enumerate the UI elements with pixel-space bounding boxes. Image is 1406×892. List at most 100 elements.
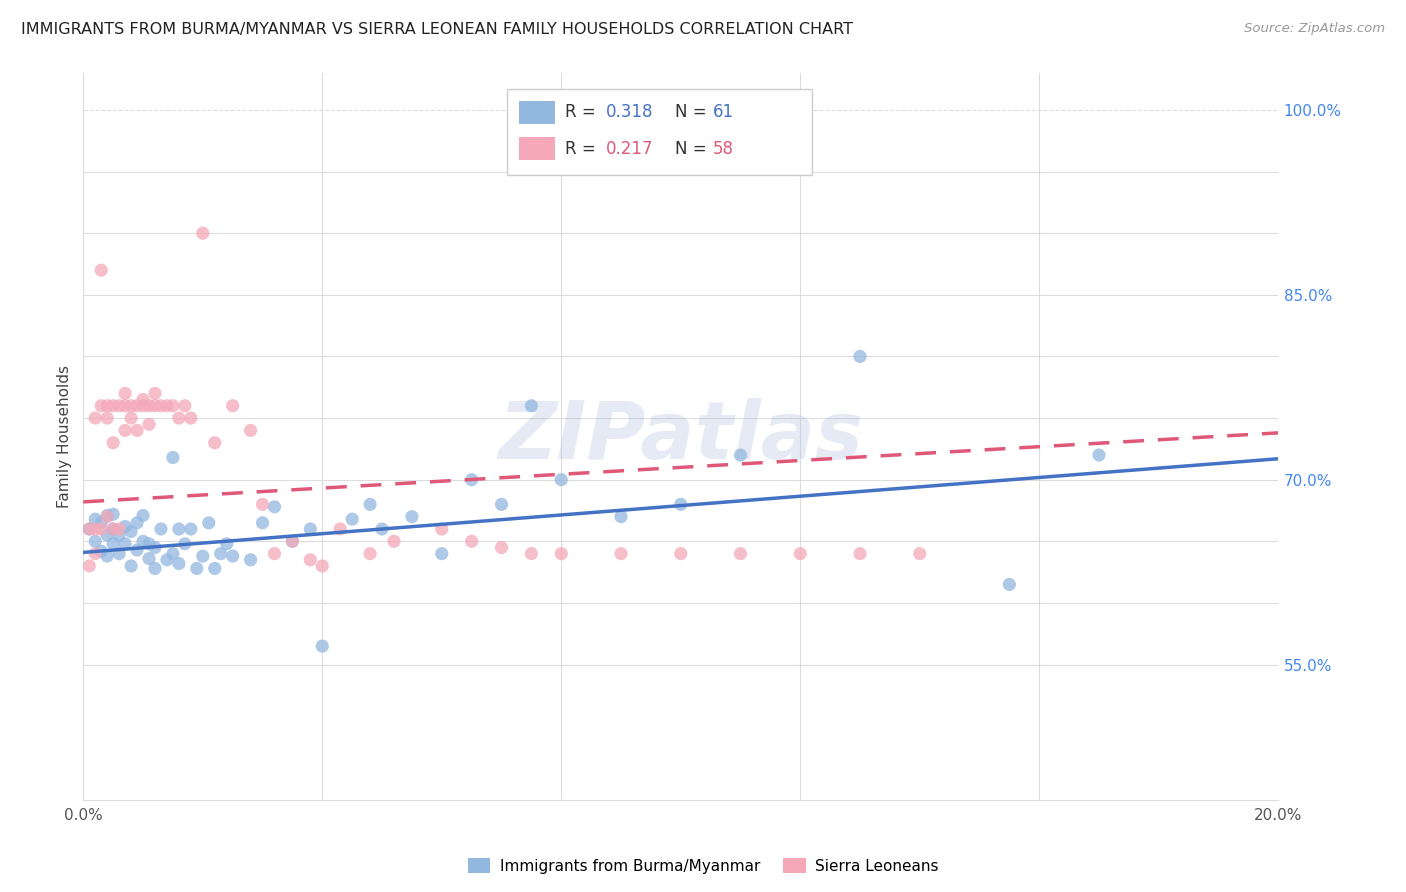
Point (162, 450, 184, 465)
Point (252, 497, 274, 511)
Point (209, 547, 232, 561)
Point (77, 559, 100, 574)
Point (132, 399, 155, 413)
FancyBboxPatch shape (519, 101, 555, 124)
Point (430, 522, 453, 536)
Point (263, 547, 285, 561)
Point (108, 522, 131, 536)
Point (90, 263, 112, 277)
Point (90, 516, 112, 530)
Point (382, 534, 405, 549)
Point (114, 399, 136, 413)
Point (908, 547, 931, 561)
Point (180, 522, 202, 536)
Point (125, 516, 148, 530)
Point (120, 559, 142, 574)
Point (84, 512, 107, 526)
Point (138, 417, 160, 432)
Point (108, 547, 131, 561)
Text: IMMIGRANTS FROM BURMA/MYANMAR VS SIERRA LEONEAN FAMILY HOUSEHOLDS CORRELATION CH: IMMIGRANTS FROM BURMA/MYANMAR VS SIERRA … (21, 22, 853, 37)
Point (132, 392, 155, 407)
Point (263, 500, 285, 514)
Point (359, 497, 381, 511)
Point (430, 547, 453, 561)
Text: Source: ZipAtlas.com: Source: ZipAtlas.com (1244, 22, 1385, 36)
Point (221, 399, 243, 413)
Text: ZIPatlas: ZIPatlas (498, 398, 863, 475)
Point (96, 399, 118, 413)
Point (311, 559, 333, 574)
Point (460, 473, 482, 487)
Text: 0.217: 0.217 (606, 140, 652, 158)
Point (281, 534, 304, 549)
Point (610, 509, 633, 524)
Point (125, 424, 148, 438)
Text: N =: N = (675, 103, 711, 121)
Point (491, 541, 513, 555)
Point (610, 547, 633, 561)
Point (114, 386, 136, 401)
Point (143, 399, 166, 413)
Point (299, 522, 322, 536)
Point (138, 399, 160, 413)
Point (101, 507, 124, 521)
Point (204, 561, 226, 575)
Point (84, 522, 107, 536)
Point (96, 549, 118, 563)
Point (221, 549, 243, 563)
Point (239, 424, 262, 438)
Point (669, 497, 692, 511)
Text: R =: R = (565, 103, 600, 121)
Point (669, 547, 692, 561)
Point (401, 509, 423, 524)
Text: 0.318: 0.318 (606, 103, 652, 121)
Point (156, 553, 179, 567)
FancyBboxPatch shape (519, 137, 555, 161)
Point (143, 541, 166, 555)
Point (186, 561, 208, 575)
Point (359, 547, 381, 561)
Point (143, 386, 166, 401)
Y-axis label: Family Households: Family Households (58, 365, 72, 508)
Point (90, 522, 112, 536)
Point (730, 547, 752, 561)
Point (132, 534, 155, 549)
Point (520, 399, 543, 413)
Point (215, 537, 238, 551)
Point (120, 524, 142, 539)
Point (460, 534, 482, 549)
Point (114, 424, 136, 438)
Point (520, 547, 543, 561)
Point (84, 534, 107, 549)
Point (114, 537, 136, 551)
Point (191, 226, 214, 240)
Point (101, 399, 124, 413)
Point (849, 350, 872, 364)
Point (789, 547, 811, 561)
Text: 58: 58 (713, 140, 734, 158)
Point (114, 519, 136, 533)
Point (281, 534, 304, 549)
Point (167, 411, 190, 425)
Point (101, 522, 124, 536)
Point (96, 411, 118, 425)
Point (180, 411, 202, 425)
Point (125, 399, 148, 413)
Text: R =: R = (565, 140, 600, 158)
Point (730, 448, 752, 462)
Point (149, 399, 172, 413)
Point (132, 508, 155, 523)
Point (173, 399, 195, 413)
Point (77, 522, 100, 536)
Point (90, 399, 112, 413)
Point (84, 547, 107, 561)
Point (108, 399, 131, 413)
Point (101, 435, 124, 450)
Point (138, 551, 160, 566)
Point (162, 399, 184, 413)
Point (84, 411, 107, 425)
Point (173, 537, 195, 551)
Point (108, 528, 131, 542)
Point (138, 537, 160, 551)
Point (849, 547, 872, 561)
